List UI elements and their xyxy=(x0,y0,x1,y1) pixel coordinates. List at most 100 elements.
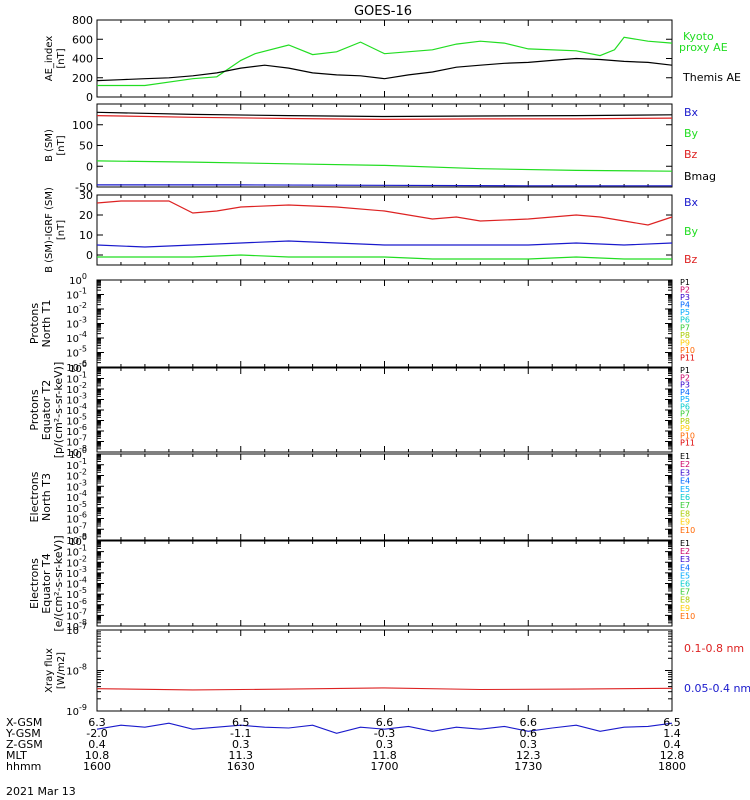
y-tick-exponent: -1 xyxy=(79,371,87,380)
legend-entry: E5 xyxy=(680,571,690,580)
ephemeris-value: 1800 xyxy=(658,760,686,773)
y-tick-exponent: 0 xyxy=(82,360,87,369)
panel-frame xyxy=(96,194,673,266)
ephemeris-value: 6.6 xyxy=(376,716,394,729)
legend-entry: E9 xyxy=(680,518,690,527)
y-axis-label: B (SM)-IGRF (SM) xyxy=(44,187,55,273)
y-tick-exponent: -2 xyxy=(79,554,87,563)
legend-entry: E10 xyxy=(680,612,695,621)
legend-entry: proxy AE xyxy=(679,41,728,54)
y-tick-exponent: -1 xyxy=(79,287,87,296)
ephemeris-row-label: X-GSM xyxy=(6,716,42,729)
y-tick-exponent: 0 xyxy=(82,272,87,281)
legend-entry: P4 xyxy=(680,388,690,397)
ephemeris-value: 0.6 xyxy=(520,727,538,740)
y-tick-exponent: -6 xyxy=(79,597,87,606)
y-tick-exponent: 0 xyxy=(82,446,87,455)
y-tick-exponent: -7 xyxy=(79,622,87,631)
ephemeris-value: 1730 xyxy=(514,760,542,773)
legend-entry: P2 xyxy=(680,373,690,382)
y-axis-label: B (SM) xyxy=(44,129,55,162)
legend-entry: Bmag xyxy=(684,170,716,183)
plot-title: GOES-16 xyxy=(354,4,412,19)
legend-entry: Bx xyxy=(684,196,699,209)
y-tick-exponent: -8 xyxy=(79,618,87,627)
series-line-bz xyxy=(96,200,673,226)
series-line-bx xyxy=(97,184,672,187)
legend-entry: By xyxy=(684,225,699,238)
legend-entry: P1 xyxy=(680,366,690,375)
y-tick-exponent: -8 xyxy=(79,663,87,672)
y-axis-label: Electrons xyxy=(28,471,41,522)
legend-entry: E3 xyxy=(680,555,690,564)
legend-entry: E6 xyxy=(680,580,690,589)
legend-entry: 0.05-0.4 nm xyxy=(684,682,750,695)
ephemeris-value: 12.3 xyxy=(516,749,541,762)
ephemeris-value: 1.4 xyxy=(663,727,681,740)
y-tick-label: 10-8 xyxy=(66,663,87,678)
y-tick-exponent: -1 xyxy=(79,544,87,553)
legend-entry: P4 xyxy=(680,301,690,310)
y-axis-label: Electrons xyxy=(28,558,41,609)
ephemeris-value: 1630 xyxy=(227,760,255,773)
legend-entry: E8 xyxy=(680,596,690,605)
legend-entry: P6 xyxy=(680,316,690,325)
y-tick-exponent: -6 xyxy=(79,359,87,368)
y-axis-label: [nT] xyxy=(56,48,67,68)
legend-entry: P7 xyxy=(680,410,690,419)
legend-entry: Bx xyxy=(684,106,699,119)
legend-entry: P8 xyxy=(680,331,690,340)
y-tick-label: 50 xyxy=(79,140,93,153)
ephemeris-row-label: hhmm xyxy=(6,760,41,773)
y-tick-label: 600 xyxy=(72,33,93,46)
y-axis-label: [p/(cm²-s-sr-keV)] xyxy=(52,362,65,459)
ephemeris-value: 0.3 xyxy=(376,738,394,751)
legend-entry: P6 xyxy=(680,402,690,411)
y-tick-label: 10-9 xyxy=(66,703,87,718)
panel-frame xyxy=(96,629,673,712)
series-line-themis-ae xyxy=(96,57,673,82)
legend-entry: P9 xyxy=(680,338,690,347)
ephemeris-value: 6.5 xyxy=(232,716,250,729)
y-axis-label: [e/(cm²-s-sr-keV)] xyxy=(52,535,65,631)
date-label: 2021 Mar 13 xyxy=(6,785,76,798)
ephemeris-value: 11.8 xyxy=(372,749,397,762)
ephemeris-value: 11.3 xyxy=(229,749,254,762)
legend-entry: Bz xyxy=(684,148,698,161)
panel-5: Protons Equator T2 [p/(cm²-s-sr-keV)] 10010… xyxy=(28,360,695,459)
panel-frame xyxy=(96,279,673,368)
y-tick-label: 0 xyxy=(86,249,93,262)
y-axis-label: North T1 xyxy=(40,300,53,348)
y-tick-exponent: -5 xyxy=(79,413,87,422)
ephemeris-row-label: Y-GSM xyxy=(5,727,41,740)
y-tick-exponent: -5 xyxy=(79,586,87,595)
y-tick-exponent: -2 xyxy=(79,468,87,477)
y-tick-exponent: -2 xyxy=(79,301,87,310)
legend-entry: E2 xyxy=(680,547,690,556)
y-tick-label: 10 xyxy=(79,229,93,242)
y-tick-label: 0 xyxy=(86,160,93,173)
series-line-0.05-0.4-nm xyxy=(96,722,673,734)
y-axis-label: North T3 xyxy=(40,473,53,521)
y-tick-label: 200 xyxy=(72,72,93,85)
y-axis-label: Protons xyxy=(28,303,41,344)
legend-entry: E7 xyxy=(680,501,690,510)
panel-4: Protons North T110010-110-210-310-410-510… xyxy=(28,272,695,374)
ephemeris-value: 12.8 xyxy=(660,749,685,762)
y-tick-label: 400 xyxy=(72,53,93,66)
ephemeris-row-label: MLT xyxy=(6,749,27,762)
legend-entry: E5 xyxy=(680,485,690,494)
y-axis-label: Protons xyxy=(28,389,41,430)
y-tick-label: -50 xyxy=(75,181,93,194)
legend-entry: E2 xyxy=(680,460,690,469)
y-tick-label: 800 xyxy=(72,14,93,27)
panel-7: Electrons Equator T4 [e/(cm²-s-sr-keV)] 100… xyxy=(28,533,695,633)
y-tick-exponent: 0 xyxy=(82,533,87,542)
legend-entry: E4 xyxy=(680,563,690,572)
legend-entry: P11 xyxy=(680,439,695,448)
legend-entry: E9 xyxy=(680,604,690,613)
y-axis-label: Xray flux xyxy=(44,648,55,693)
legend-entry: E1 xyxy=(680,539,690,548)
